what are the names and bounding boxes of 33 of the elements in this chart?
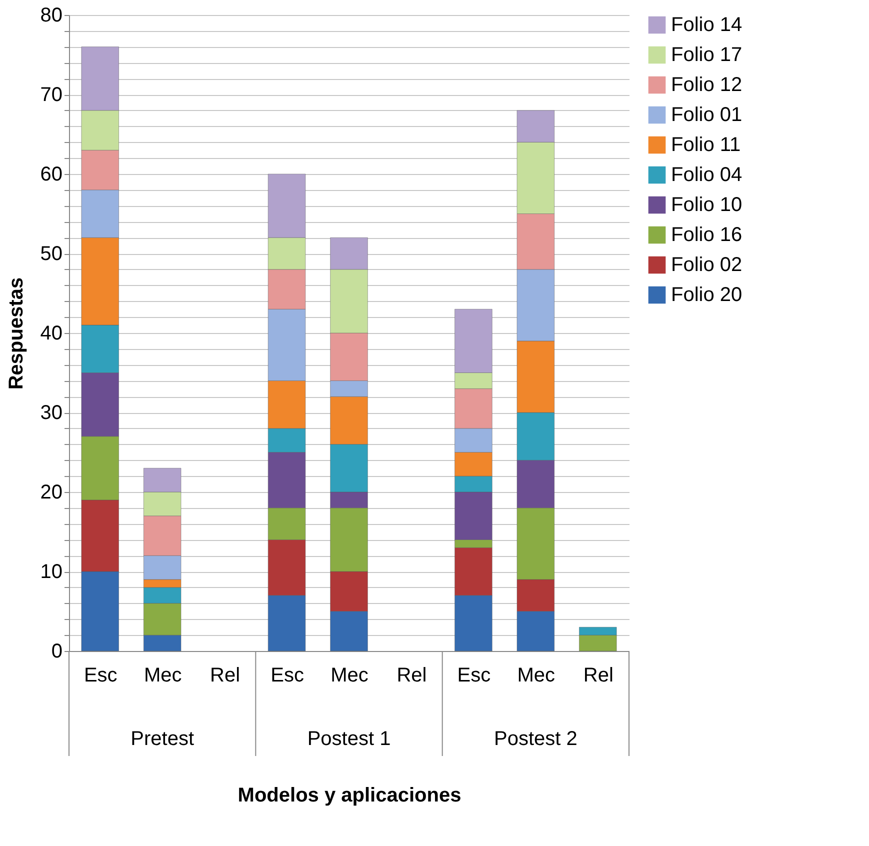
x-tick-label: Mec <box>517 664 556 686</box>
y-axis-title: Respuestas <box>5 277 28 390</box>
x-tick-label: Mec <box>330 664 368 686</box>
y-tick-label: 80 <box>40 4 62 26</box>
y-tick-label: 60 <box>40 164 62 186</box>
y-tick-label: 10 <box>40 561 62 583</box>
x-tick-label: Rel <box>210 664 240 686</box>
x-tick-label: Esc <box>84 664 118 686</box>
legend-label: Folio 01 <box>671 104 742 126</box>
y-tick-label: 0 <box>51 640 62 662</box>
x-tick-label: Rel <box>396 664 427 686</box>
y-tick-label: 30 <box>40 402 62 424</box>
y-tick-label: 20 <box>40 482 62 504</box>
legend-label: Folio 11 <box>671 134 741 156</box>
text: Postest 2 <box>494 728 578 750</box>
x-tick-label: Mec <box>144 664 182 686</box>
text: Pretest <box>130 728 194 750</box>
legend-label: Folio 02 <box>671 254 742 276</box>
y-tick-label: 50 <box>40 243 62 265</box>
legend-label: Folio 10 <box>671 194 742 216</box>
legend-label: Folio 17 <box>671 44 742 66</box>
legend-label: Folio 20 <box>671 284 742 306</box>
x-tick-label: Esc <box>457 664 491 686</box>
text: Postest 1 <box>307 728 391 750</box>
x-axis-title: Modelos y aplicaciones <box>238 784 462 806</box>
legend-label: Folio 04 <box>671 164 742 186</box>
x-tick-label: Esc <box>270 664 304 686</box>
x-tick-label: Rel <box>583 664 614 686</box>
legend-label: Folio 16 <box>671 224 742 246</box>
legend-label: Folio 12 <box>671 74 742 96</box>
y-tick-label: 40 <box>40 322 62 344</box>
y-tick-label: 70 <box>40 84 62 106</box>
legend-label: Folio 14 <box>671 14 742 36</box>
